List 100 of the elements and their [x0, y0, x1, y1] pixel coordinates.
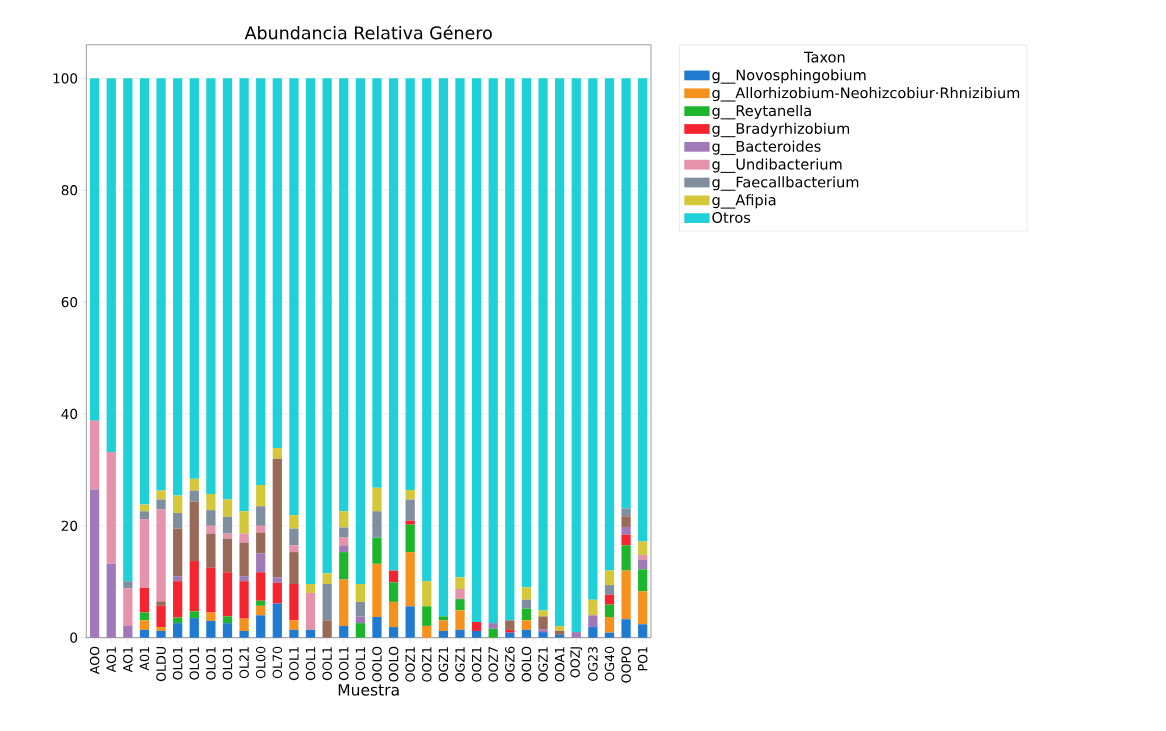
bar [455, 610, 465, 630]
bar [372, 616, 382, 638]
bar [173, 528, 183, 577]
x-tick-label: OOZ1 [422, 647, 432, 682]
bar [189, 611, 199, 619]
bar [422, 78, 432, 582]
bar [405, 606, 415, 638]
bar [139, 620, 150, 630]
bar [222, 516, 233, 534]
bar [322, 583, 332, 621]
bar [638, 541, 648, 555]
x-tick-label: OOZ1 [405, 647, 415, 682]
bar [139, 587, 150, 613]
y-tick-label: 60 [61, 296, 78, 308]
legend-label: g__Undibacterium [712, 158, 842, 173]
bar [455, 599, 465, 611]
y-tick-label: 80 [61, 185, 78, 196]
bar [239, 581, 249, 619]
bar [189, 501, 199, 561]
y-tick-label: 0 [70, 632, 78, 643]
x-tick-label: OLO1 [206, 647, 216, 680]
bar [638, 78, 648, 542]
bar [156, 509, 166, 602]
bar [272, 577, 282, 583]
x-tick-label: OOZ1 [471, 647, 482, 682]
x-tick-label: OLO1 [172, 647, 183, 680]
bar [239, 533, 249, 543]
legend-label: g__Bacteroides [712, 140, 821, 155]
x-tick-label: OGZ6 [505, 646, 515, 682]
bar [239, 630, 249, 638]
bar [189, 478, 199, 491]
x-tick-label: AO1 [106, 647, 117, 673]
bar [555, 625, 565, 631]
bar [555, 634, 565, 638]
bar [272, 78, 282, 448]
bar [355, 601, 365, 617]
x-tick-label: OGZ1 [438, 647, 449, 682]
bar [156, 601, 166, 606]
bar [555, 630, 565, 635]
bar [256, 532, 266, 554]
bar [372, 78, 382, 488]
bar [289, 545, 299, 553]
bar [222, 533, 233, 539]
x-tick-label: PO1 [637, 647, 648, 671]
bar [455, 588, 465, 600]
bar [505, 620, 515, 630]
bar [488, 623, 498, 629]
bar [521, 599, 532, 609]
bar [289, 552, 299, 584]
bar [173, 576, 183, 582]
bar [405, 78, 415, 490]
bar [604, 632, 615, 638]
bar [538, 629, 548, 633]
bar [206, 493, 216, 511]
bar [123, 78, 133, 582]
bar [106, 78, 116, 452]
y-tick-label: 40 [61, 408, 78, 420]
bar [206, 567, 216, 613]
bar [289, 78, 299, 516]
bar [588, 615, 598, 627]
bar [621, 78, 631, 509]
bar [638, 591, 648, 625]
x-tick-label: A01 [139, 647, 150, 671]
x-tick-label: OL70 [272, 646, 283, 679]
bar [604, 78, 615, 571]
bar [256, 506, 266, 526]
bar [372, 487, 382, 512]
bar [156, 78, 166, 491]
bar [638, 569, 648, 592]
bar [604, 585, 615, 595]
bar [189, 560, 199, 612]
bar [621, 508, 631, 517]
bar [256, 572, 266, 601]
bar [538, 610, 548, 617]
bar [222, 499, 233, 517]
bar [355, 623, 365, 638]
bar [422, 625, 432, 638]
bar [272, 458, 282, 578]
bar [538, 632, 548, 638]
bar [438, 630, 449, 638]
bar [239, 618, 249, 631]
bar [438, 78, 449, 617]
bar [173, 495, 183, 513]
bar [455, 577, 465, 589]
bar [339, 552, 349, 580]
bar [322, 78, 332, 574]
bar [455, 629, 465, 638]
bar [222, 78, 233, 500]
bar [173, 581, 183, 618]
bar [339, 511, 349, 528]
bar [405, 524, 415, 553]
bar [156, 490, 166, 500]
y-tick-label: 100 [53, 73, 78, 84]
legend-label: g__Reytanella [712, 104, 811, 120]
x-tick-label: OOL1 [289, 647, 299, 681]
bar [521, 587, 532, 600]
bar [355, 78, 365, 584]
bar [621, 516, 631, 527]
bar [206, 533, 216, 568]
bar [189, 618, 199, 638]
